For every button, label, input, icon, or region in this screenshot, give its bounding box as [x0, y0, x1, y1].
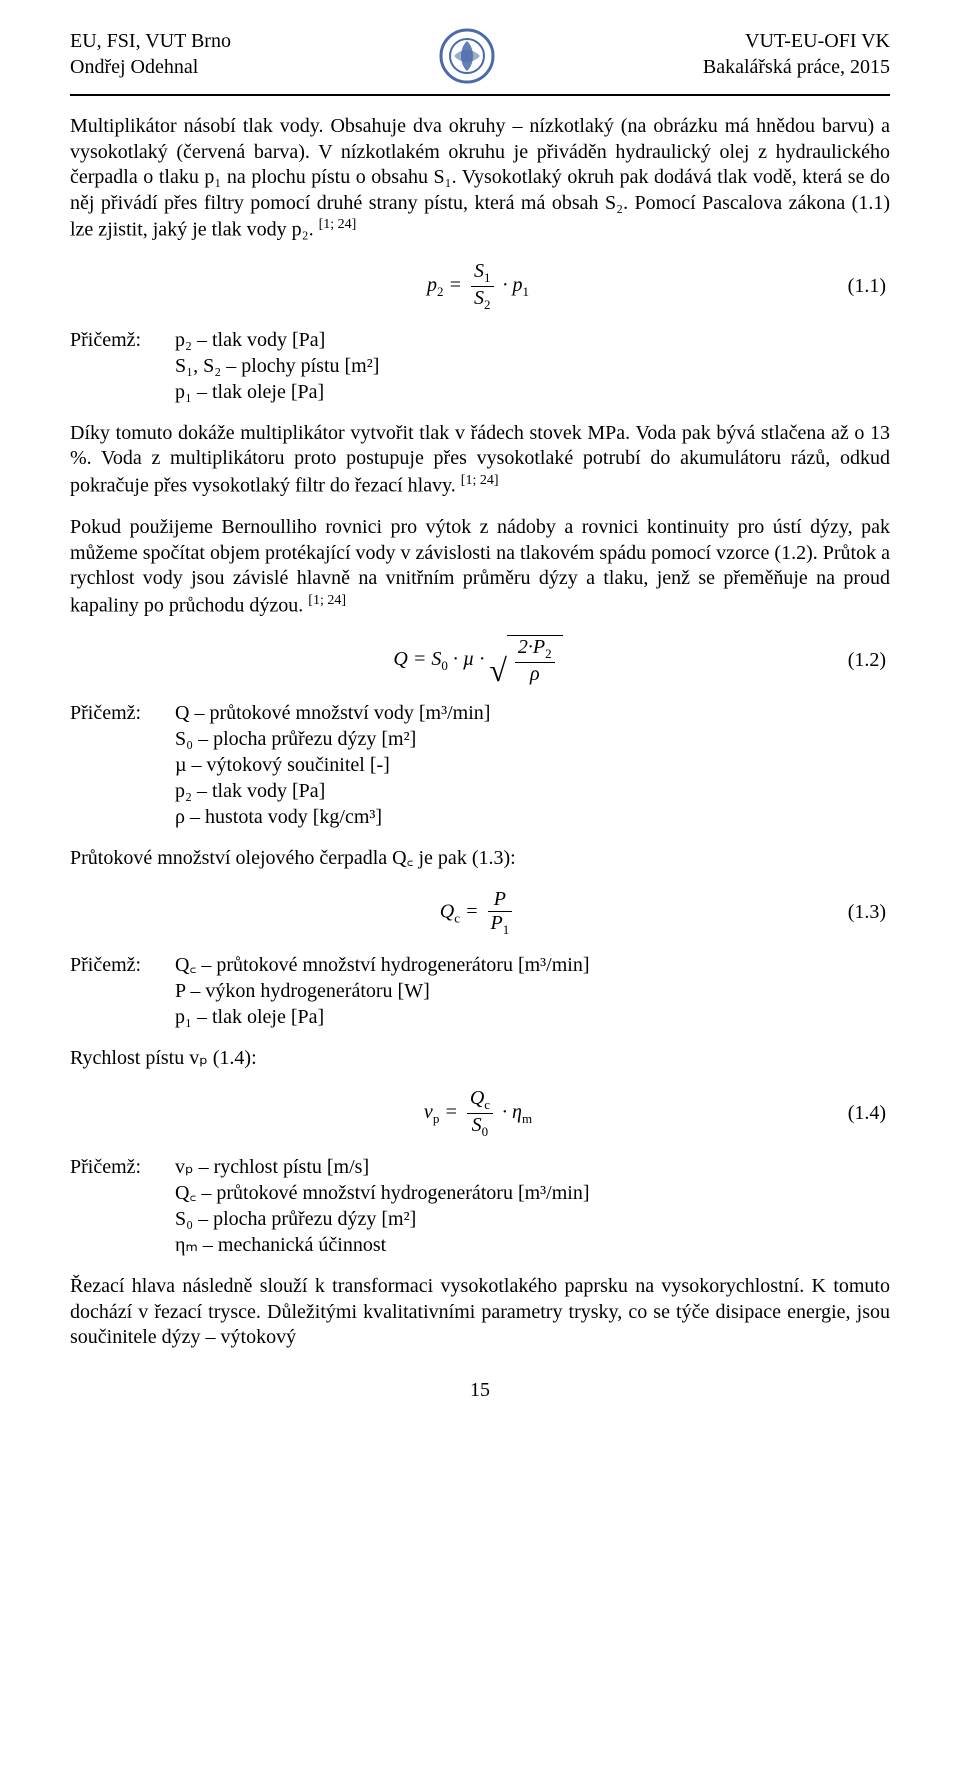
- citation-ref-3: [1; 24]: [308, 593, 346, 608]
- definitions-3-lead: Přičemž:: [70, 952, 170, 978]
- equation-1-1-body: p2 = S1S2 · p1: [427, 260, 529, 313]
- paragraph-diky: Díky tomuto dokáže multiplikátor vytvoři…: [70, 421, 890, 499]
- def2-line2: S₀ – plocha průřezu dýzy [m²]: [175, 728, 416, 750]
- equation-1-4: vp = QcS0 · ηm (1.4): [70, 1087, 890, 1140]
- header-rule: [70, 94, 890, 96]
- def3-line2: P – výkon hydrogenerátoru [W]: [175, 980, 430, 1002]
- header-left: EU, FSI, VUT Brno Ondřej Odehnal: [70, 28, 231, 80]
- definitions-4-lead: Přičemž:: [70, 1154, 170, 1180]
- definitions-4: Přičemž: vₚ – rychlost pístu [m/s] Q꜀ – …: [70, 1154, 890, 1258]
- definitions-1-lead: Přičemž:: [70, 327, 170, 353]
- paragraph-pokud: Pokud použijeme Bernoulliho rovnici pro …: [70, 515, 890, 619]
- sentence-prutokove: Průtokové množství olejového čerpadla Q꜀…: [70, 846, 890, 872]
- page: EU, FSI, VUT Brno Ondřej Odehnal VUT-EU-…: [0, 0, 960, 1442]
- def3-line3: p₁ – tlak oleje [Pa]: [175, 1006, 324, 1028]
- equation-1-1-number: (1.1): [529, 275, 890, 298]
- def4-line3: S₀ – plocha průřezu dýzy [m²]: [175, 1208, 416, 1230]
- def1-line1: p₂ – tlak vody [Pa]: [175, 329, 325, 351]
- page-number: 15: [70, 1379, 890, 1402]
- definitions-2: Přičemž: Q – průtokové množství vody [m³…: [70, 700, 890, 830]
- definitions-3: Přičemž: Q꜀ – průtokové množství hydroge…: [70, 952, 890, 1030]
- equation-1-1: p2 = S1S2 · p1 (1.1): [70, 260, 890, 313]
- def2-line3: µ – výtokový součinitel [-]: [175, 754, 390, 776]
- equation-1-4-body: vp = QcS0 · ηm: [424, 1087, 532, 1140]
- def4-line2: Q꜀ – průtokové množství hydrogenerátoru …: [175, 1182, 590, 1204]
- header-right: VUT-EU-OFI VK Bakalářská práce, 2015: [703, 28, 890, 80]
- def4-line4: ηₘ – mechanická účinnost: [175, 1234, 386, 1256]
- header-left-line2: Ondřej Odehnal: [70, 54, 231, 80]
- definitions-2-lead: Přičemž:: [70, 700, 170, 726]
- sentence-rychlost: Rychlost pístu vₚ (1.4):: [70, 1046, 890, 1072]
- header-right-line1: VUT-EU-OFI VK: [703, 28, 890, 54]
- def4-line1: vₚ – rychlost pístu [m/s]: [175, 1156, 369, 1178]
- university-logo-icon: [439, 28, 495, 90]
- equation-1-3: Qc = PP1 (1.3): [70, 888, 890, 938]
- paragraph-pokud-text: Pokud použijeme Bernoulliho rovnici pro …: [70, 516, 890, 616]
- header-right-line2: Bakalářská práce, 2015: [703, 54, 890, 80]
- def1-line2: S₁, S₂ – plochy pístu [m²]: [175, 355, 379, 377]
- page-header: EU, FSI, VUT Brno Ondřej Odehnal VUT-EU-…: [70, 28, 890, 90]
- def2-line5: ρ – hustota vody [kg/cm³]: [175, 806, 382, 828]
- equation-1-2-body: Q = S0 · µ · √2·P2ρ: [393, 635, 562, 686]
- equation-1-3-body: Qc = PP1: [440, 888, 516, 938]
- header-left-line1: EU, FSI, VUT Brno: [70, 28, 231, 54]
- citation-ref-2: [1; 24]: [461, 473, 499, 488]
- def2-line4: p₂ – tlak vody [Pa]: [175, 780, 325, 802]
- paragraph-multipli-text: Multiplikátor násobí tlak vody. Obsahuje…: [70, 115, 890, 241]
- equation-1-4-number: (1.4): [532, 1102, 890, 1125]
- def3-line1: Q꜀ – průtokové množství hydrogenerátoru …: [175, 954, 590, 976]
- equation-1-3-number: (1.3): [516, 901, 890, 924]
- citation-ref: [1; 24]: [319, 217, 357, 232]
- definitions-1: Přičemž: p₂ – tlak vody [Pa] S₁, S₂ – pl…: [70, 327, 890, 405]
- def1-line3: p₁ – tlak oleje [Pa]: [175, 381, 324, 403]
- paragraph-rezaci: Řezací hlava následně slouží k transform…: [70, 1274, 890, 1351]
- paragraph-multipli: Multiplikátor násobí tlak vody. Obsahuje…: [70, 114, 890, 244]
- def2-line1: Q – průtokové množství vody [m³/min]: [175, 702, 490, 724]
- equation-1-2-number: (1.2): [563, 649, 890, 672]
- equation-1-2: Q = S0 · µ · √2·P2ρ (1.2): [70, 635, 890, 686]
